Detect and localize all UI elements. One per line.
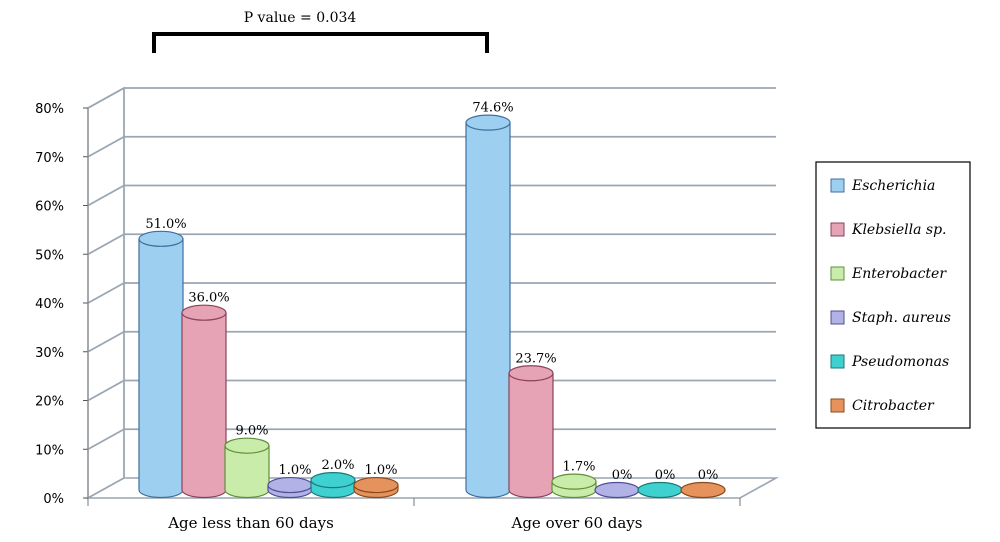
legend-label: Citrobacter bbox=[852, 398, 935, 414]
legend-swatch bbox=[830, 222, 845, 237]
data-label: 1.0% bbox=[364, 463, 397, 478]
bar bbox=[637, 481, 683, 499]
p-value-bracket: P value = 0.034 bbox=[152, 10, 489, 53]
y-tick-label: 20% bbox=[35, 395, 64, 410]
gridline-side bbox=[87, 184, 125, 207]
y-tick-label: 0% bbox=[43, 492, 64, 507]
bar-body bbox=[465, 121, 511, 499]
bar bbox=[353, 476, 399, 499]
data-label: 9.0% bbox=[235, 424, 268, 439]
gridline-side bbox=[87, 282, 125, 304]
data-label: 1.0% bbox=[278, 463, 311, 478]
bar-cap bbox=[680, 481, 726, 499]
y-tick-label: 80% bbox=[35, 102, 64, 117]
data-label: 36.0% bbox=[188, 291, 229, 306]
data-label: 23.7% bbox=[515, 351, 556, 366]
bar-body bbox=[508, 372, 554, 499]
bar-cap bbox=[353, 476, 399, 494]
legend-label: Enterobacter bbox=[851, 266, 947, 282]
bar bbox=[551, 473, 597, 499]
bar-cap bbox=[310, 472, 356, 489]
bracket-line bbox=[152, 32, 489, 53]
data-label: 1.7% bbox=[562, 460, 595, 475]
gridline-side bbox=[87, 428, 125, 451]
gridline-side bbox=[87, 379, 125, 402]
bar-cap bbox=[637, 481, 683, 499]
bar bbox=[465, 114, 511, 499]
bar-cap bbox=[465, 114, 511, 131]
legend-swatch bbox=[830, 354, 845, 369]
bar-cap bbox=[181, 304, 227, 321]
y-tick-label: 40% bbox=[35, 297, 64, 312]
bar bbox=[267, 476, 313, 499]
bar bbox=[594, 481, 640, 499]
gridline-side bbox=[87, 330, 125, 353]
bar bbox=[310, 472, 356, 499]
gridlines bbox=[87, 87, 776, 451]
data-label: 51.0% bbox=[145, 217, 186, 232]
y-tick-label: 70% bbox=[35, 151, 64, 166]
bar bbox=[181, 304, 227, 499]
legend-swatch bbox=[830, 266, 845, 281]
data-label: 0% bbox=[698, 468, 719, 483]
y-tick-label: 10% bbox=[35, 443, 64, 458]
legend-label: Escherichia bbox=[851, 178, 935, 194]
data-label: 0% bbox=[655, 468, 676, 483]
bar-cap bbox=[594, 481, 640, 499]
data-label: 0% bbox=[612, 468, 633, 483]
y-axis: 0% 10% 20% 30% 40% 50% 60% 70% 80% bbox=[35, 102, 89, 507]
y-tick-label: 60% bbox=[35, 200, 64, 215]
y-tick-label: 50% bbox=[35, 248, 64, 263]
y-tick-label: 30% bbox=[35, 346, 64, 361]
bar-cap bbox=[224, 437, 270, 454]
legend-label: Pseudomonas bbox=[851, 354, 949, 370]
bars bbox=[138, 114, 726, 499]
bar-cap bbox=[508, 365, 554, 382]
data-label: 2.0% bbox=[321, 458, 354, 473]
data-label: 74.6% bbox=[472, 101, 513, 116]
legend-label: Staph. aureus bbox=[852, 310, 951, 326]
x-category-label: Age over 60 days bbox=[511, 514, 643, 532]
bar-body bbox=[181, 312, 227, 499]
x-axis: Age less than 60 days Age over 60 days bbox=[87, 498, 741, 532]
gridline-side bbox=[87, 87, 125, 109]
bar-body bbox=[138, 238, 184, 499]
legend-label: Klebsiella sp. bbox=[851, 222, 946, 238]
legend-swatch bbox=[830, 178, 845, 193]
gridline-side bbox=[87, 135, 125, 158]
p-value-text: P value = 0.034 bbox=[244, 10, 357, 26]
gridline-side bbox=[87, 233, 125, 256]
x-category-label: Age less than 60 days bbox=[167, 514, 334, 532]
legend-box bbox=[815, 161, 971, 429]
legend-swatch bbox=[830, 398, 845, 413]
bar-cap bbox=[267, 476, 313, 494]
legend-swatch bbox=[830, 310, 845, 325]
bar bbox=[138, 230, 184, 499]
bar bbox=[508, 365, 554, 499]
bar-cap bbox=[138, 230, 184, 247]
bar bbox=[680, 481, 726, 499]
data-labels: 51.0% 74.6% 36.0% 23.7% 9.0% 1.7% 1.0% 0% 2.0% 0%… bbox=[145, 101, 718, 483]
legend: Escherichia Klebsiella sp. Enterobacter Sta… bbox=[815, 161, 971, 429]
bar bbox=[224, 437, 270, 499]
bar-cap bbox=[551, 473, 597, 490]
